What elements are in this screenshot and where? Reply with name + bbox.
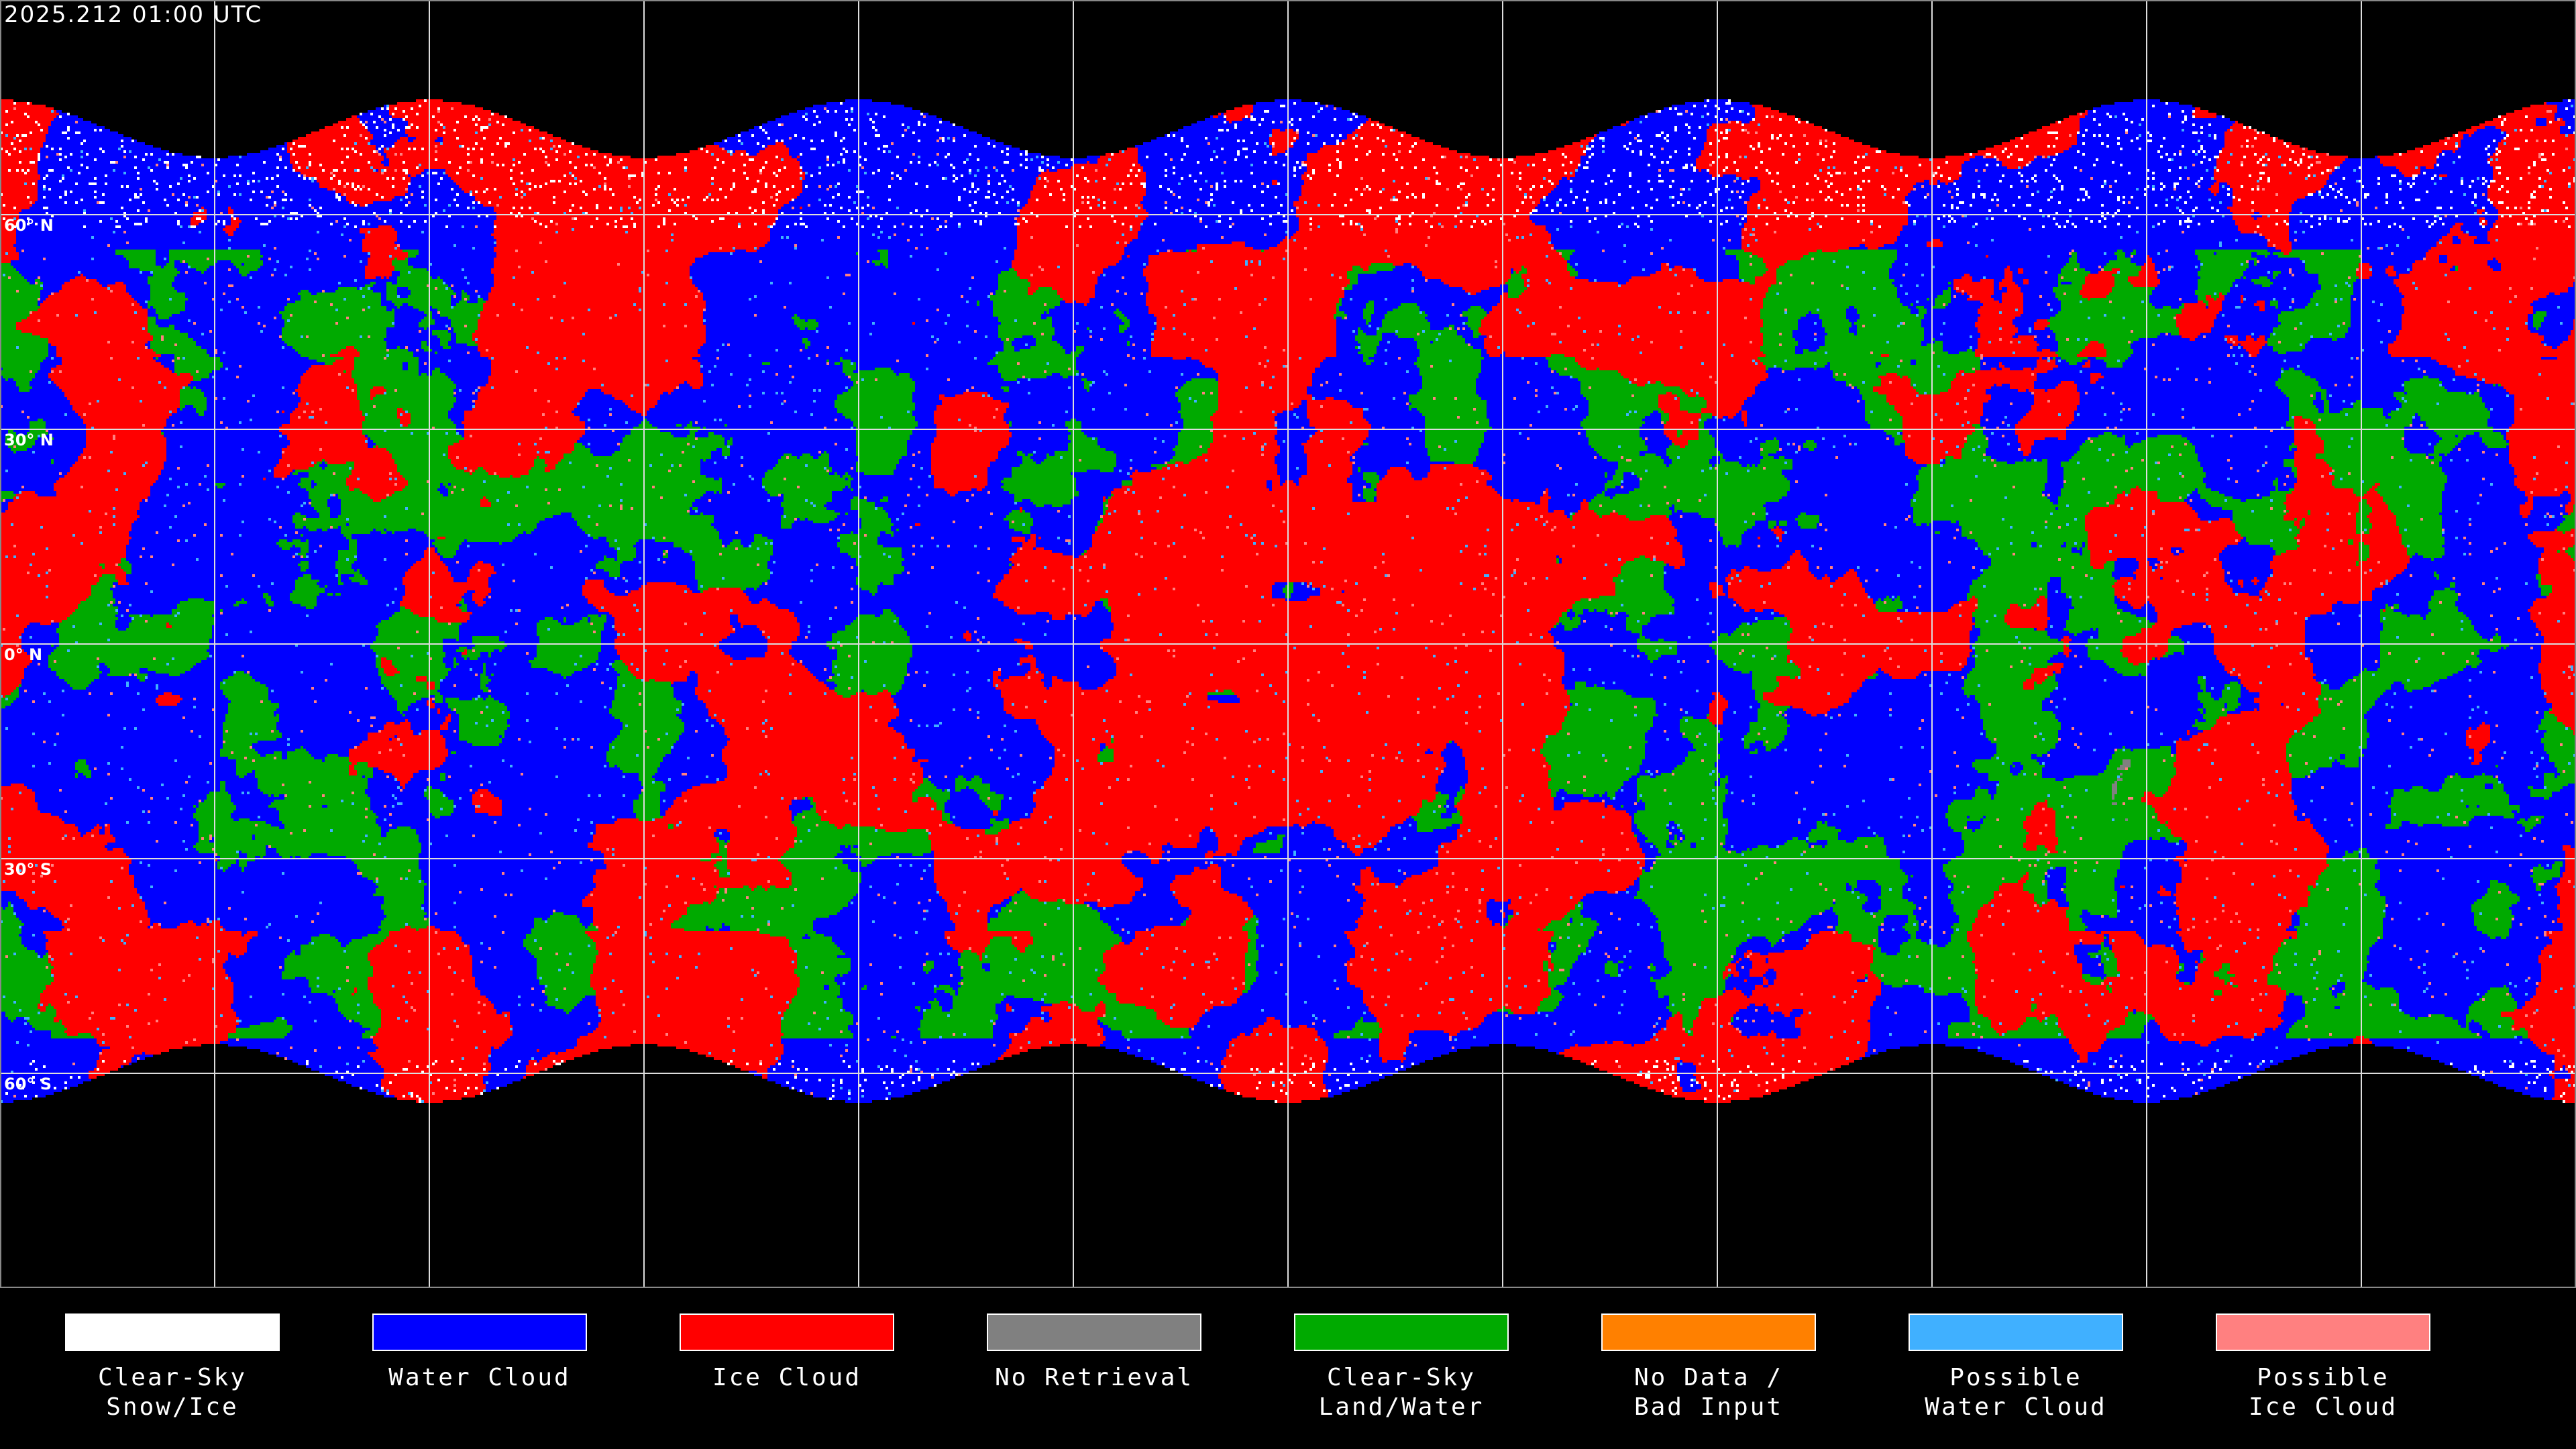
legend-label: Possible Water Cloud (1925, 1364, 2107, 1421)
legend-swatch (372, 1313, 587, 1351)
legend-swatch (65, 1313, 280, 1351)
legend-swatch (987, 1313, 1201, 1351)
legend: Clear-Sky Snow/Ice Water Cloud Ice Cloud… (0, 1288, 2576, 1449)
legend-label: Water Cloud (388, 1364, 571, 1391)
legend-label: No Retrieval (994, 1364, 1194, 1391)
lat-label-60n: 60° N (4, 216, 54, 235)
lat-lon-grid (0, 0, 2576, 1288)
legend-swatch (680, 1313, 894, 1351)
timestamp: 2025.212 01:00 UTC (4, 1, 263, 28)
legend-swatch (1294, 1313, 1509, 1351)
legend-label: Possible Ice Cloud (2248, 1364, 2398, 1421)
legend-label: Clear-Sky Land/Water (1318, 1364, 1485, 1421)
legend-label: No Data / Bad Input (1633, 1364, 1784, 1421)
lat-label-30s: 30° S (4, 860, 52, 879)
legend-swatch (1601, 1313, 1816, 1351)
lat-label-30n: 30° N (4, 431, 54, 449)
lat-label-60s: 60° S (4, 1075, 52, 1093)
lat-label-0n: 0° N (4, 645, 43, 664)
legend-swatch (1909, 1313, 2123, 1351)
legend-swatch (2216, 1313, 2430, 1351)
legend-label: Clear-Sky Snow/Ice (97, 1364, 248, 1421)
legend-label: Ice Cloud (712, 1364, 862, 1391)
